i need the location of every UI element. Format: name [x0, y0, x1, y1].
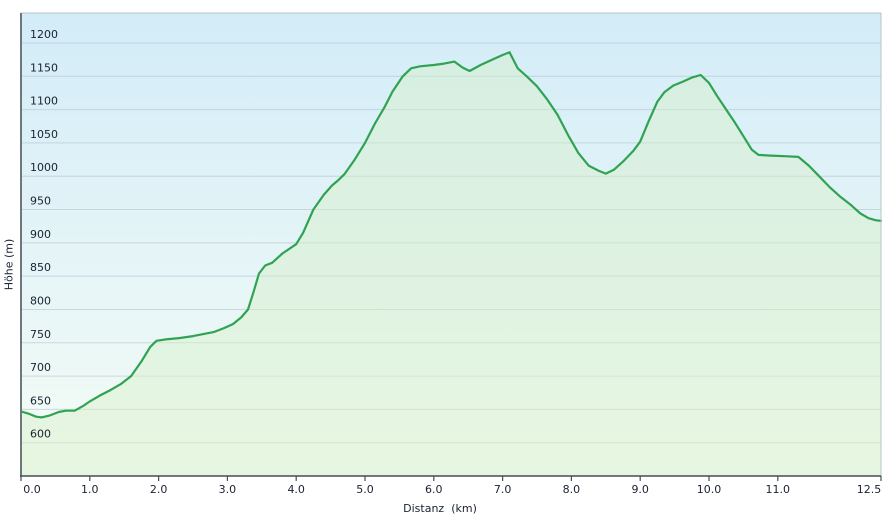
elevation-line — [19, 51, 883, 419]
y-tick-label: 850 — [30, 261, 51, 274]
x-tick-label: 10.0 — [697, 483, 722, 496]
plot-background — [21, 13, 881, 476]
y-tick-label: 900 — [30, 228, 51, 241]
y-tick-label: 1150 — [30, 61, 58, 74]
x-tick-label: 0.0 — [23, 483, 41, 496]
x-tick-label: 9.0 — [631, 483, 649, 496]
x-tick-label: 6.0 — [425, 483, 443, 496]
y-tick-label: 1000 — [30, 161, 58, 174]
x-tick-label: 12.5 — [857, 483, 882, 496]
x-tick-label: 4.0 — [287, 483, 305, 496]
y-tick-label: 1050 — [30, 128, 58, 141]
x-tick-label: 1.0 — [81, 483, 99, 496]
x-axis-title: Distanz (km) — [403, 502, 477, 515]
elevation-area-fill — [21, 52, 881, 477]
y-tick-label: 800 — [30, 294, 51, 307]
y-axis-title: Höhe (m) — [2, 238, 16, 291]
x-tick-label: 3.0 — [219, 483, 237, 496]
y-tick-label: 1200 — [30, 28, 58, 41]
x-tick-label: 11.0 — [766, 483, 791, 496]
y-tick-label: 600 — [30, 428, 51, 441]
y-tick-label: 950 — [30, 195, 51, 208]
y-tick-label: 1100 — [30, 95, 58, 108]
x-tick-label: 5.0 — [356, 483, 374, 496]
x-tick-label: 7.0 — [494, 483, 512, 496]
y-tick-label: 650 — [30, 394, 51, 407]
x-tick-label: 8.0 — [563, 483, 581, 496]
y-tick-label: 750 — [30, 328, 51, 341]
x-tick-label: 2.0 — [150, 483, 168, 496]
y-tick-label: 700 — [30, 361, 51, 374]
